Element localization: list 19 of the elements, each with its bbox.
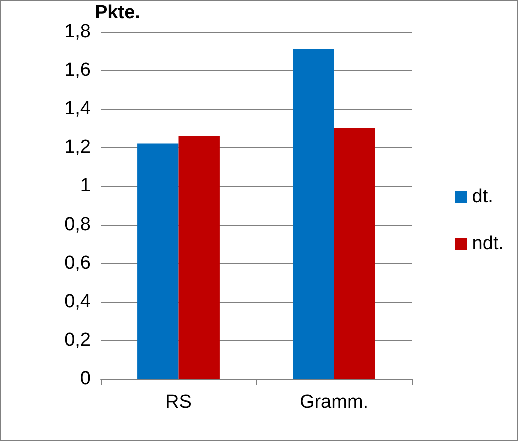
- y-tick-label: 1: [80, 176, 91, 197]
- y-tick-label: 0,6: [64, 252, 91, 274]
- bar: [178, 136, 220, 379]
- y-tick-label: 1,4: [64, 98, 92, 120]
- y-tick-label: 0,2: [64, 330, 91, 351]
- legend-label: dt.: [472, 186, 494, 208]
- bar: [334, 128, 376, 379]
- y-tick-label: 1,6: [64, 60, 91, 82]
- y-tick-label: 1,8: [64, 22, 91, 42]
- y-tick-label: 0,4: [64, 291, 92, 312]
- y-tick-label: 0: [80, 368, 91, 390]
- bar: [293, 49, 334, 379]
- legend-label: ndt.: [472, 234, 504, 254]
- y-tick-label: 1,2: [64, 137, 91, 158]
- bar: [138, 144, 179, 379]
- y-axis-title: Pkte.: [95, 2, 140, 24]
- y-tick-label: 0,8: [64, 214, 91, 236]
- x-tick-label: Gramm.: [300, 392, 369, 413]
- x-tick-label: RS: [166, 392, 192, 413]
